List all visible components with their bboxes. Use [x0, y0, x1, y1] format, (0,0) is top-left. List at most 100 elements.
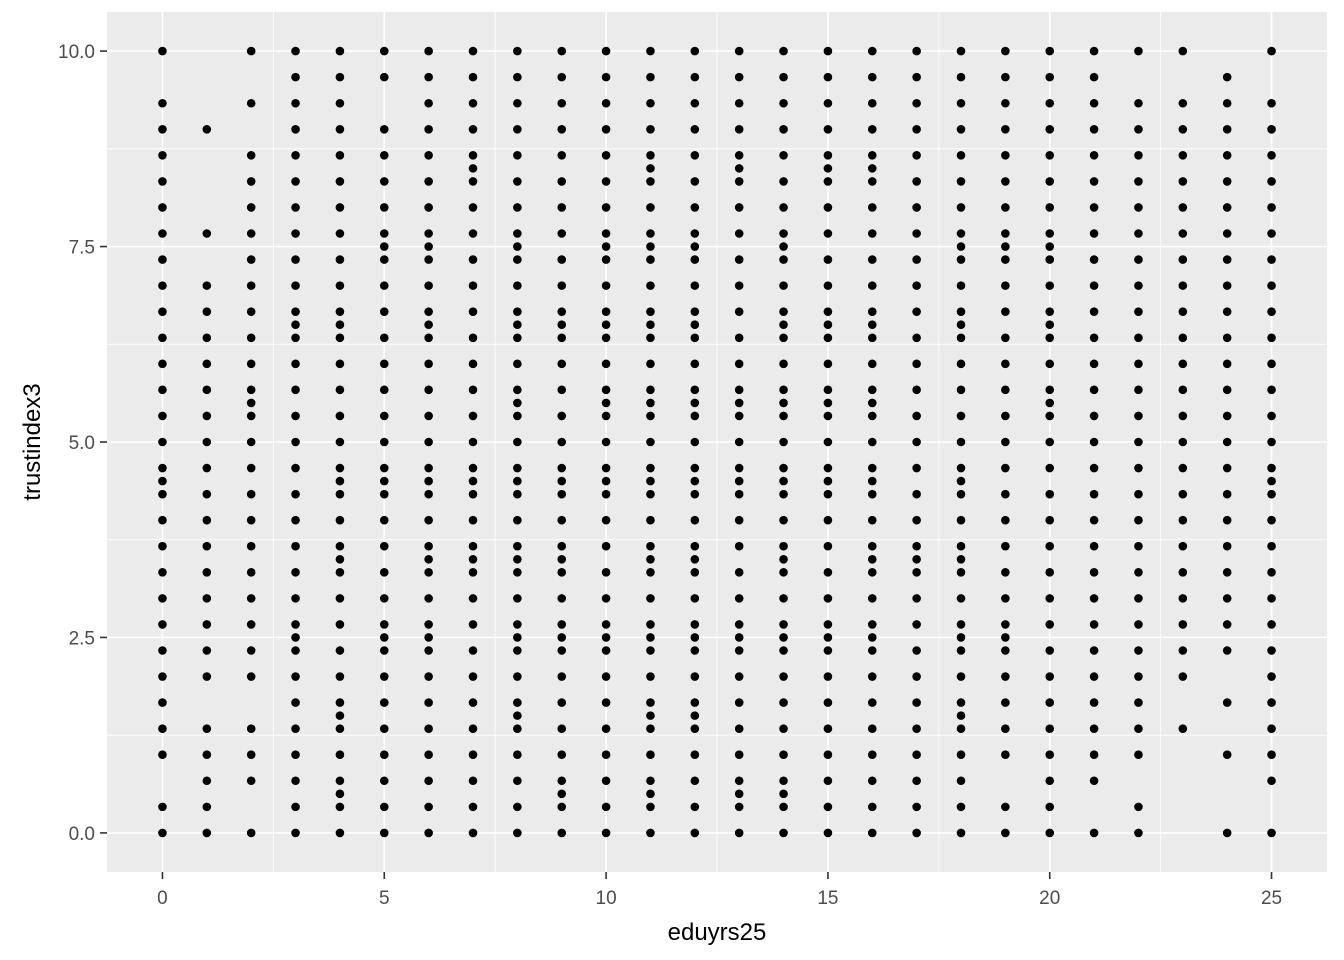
data-point: [779, 594, 788, 603]
data-point: [779, 359, 788, 369]
data-point: [646, 554, 655, 564]
x-tick-label: 0: [157, 888, 168, 909]
data-point: [867, 281, 877, 290]
data-point: [1222, 124, 1232, 134]
data-point: [468, 98, 478, 108]
data-point: [867, 672, 877, 681]
data-point: [956, 802, 966, 812]
data-point: [690, 672, 700, 681]
data-point: [734, 333, 744, 343]
data-point: [912, 802, 921, 812]
data-point: [779, 151, 788, 160]
data-point: [1222, 594, 1232, 603]
data-point: [1089, 698, 1099, 707]
data-point: [690, 385, 700, 395]
data-point: [956, 672, 966, 681]
data-point: [646, 177, 655, 186]
data-point: [912, 776, 921, 786]
data-point: [646, 229, 655, 238]
data-point: [291, 151, 300, 160]
data-point: [202, 646, 212, 655]
data-point: [158, 463, 167, 473]
data-point: [513, 633, 522, 642]
data-point: [379, 281, 389, 290]
data-point: [1134, 203, 1143, 212]
data-point: [646, 489, 655, 499]
data-point: [557, 802, 567, 812]
data-point: [1178, 568, 1188, 577]
data-point: [424, 411, 433, 421]
data-point: [1045, 307, 1055, 316]
data-point: [291, 437, 300, 447]
data-point: [646, 515, 655, 525]
data-point: [1089, 203, 1099, 212]
data-point: [513, 489, 522, 499]
data-point: [779, 476, 788, 486]
y-axis-title: trustindex3: [19, 383, 46, 500]
data-point: [601, 489, 611, 499]
x-axis-ticks: 0 5 10 15 20 25: [157, 872, 1282, 909]
data-point: [690, 333, 700, 343]
data-point: [1267, 594, 1276, 603]
data-point: [1178, 620, 1188, 629]
data-point: [690, 476, 700, 486]
data-point: [335, 724, 345, 733]
x-tick-label: 15: [817, 888, 838, 909]
data-point: [690, 398, 700, 408]
data-point: [291, 568, 300, 577]
data-point: [867, 476, 877, 486]
data-point: [1045, 242, 1055, 251]
data-point: [601, 646, 611, 655]
data-point: [690, 255, 700, 264]
data-point: [690, 724, 700, 733]
data-point: [956, 281, 966, 290]
data-point: [557, 437, 567, 447]
data-point: [1134, 594, 1143, 603]
data-point: [867, 98, 877, 108]
data-point: [1134, 333, 1143, 343]
data-point: [690, 489, 700, 499]
data-point: [779, 46, 788, 56]
data-point: [1222, 385, 1232, 395]
data-point: [867, 750, 877, 760]
data-point: [335, 515, 345, 525]
data-point: [734, 802, 744, 812]
data-point: [646, 359, 655, 369]
data-point: [513, 46, 522, 56]
data-point: [690, 46, 700, 56]
data-point: [424, 620, 433, 629]
data-point: [1134, 307, 1143, 316]
data-point: [779, 724, 788, 733]
data-point: [690, 72, 700, 82]
data-point: [335, 72, 345, 82]
data-point: [734, 750, 744, 760]
data-point: [690, 828, 700, 838]
data-point: [424, 203, 433, 212]
data-point: [379, 124, 389, 134]
data-point: [690, 307, 700, 316]
data-point: [912, 541, 921, 551]
data-point: [867, 646, 877, 655]
data-point: [557, 124, 567, 134]
data-point: [513, 385, 522, 395]
data-point: [335, 698, 345, 707]
data-point: [823, 541, 833, 551]
data-point: [734, 463, 744, 473]
data-point: [1089, 307, 1099, 316]
data-point: [601, 463, 611, 473]
data-point: [779, 203, 788, 212]
data-point: [601, 411, 611, 421]
data-point: [779, 515, 788, 525]
data-point: [1178, 646, 1188, 655]
data-point: [867, 554, 877, 564]
data-point: [956, 463, 966, 473]
data-point: [1045, 594, 1055, 603]
data-point: [646, 255, 655, 264]
data-point: [690, 620, 700, 629]
data-point: [335, 437, 345, 447]
data-point: [468, 646, 478, 655]
data-point: [202, 672, 212, 681]
data-point: [912, 594, 921, 603]
x-tick-label: 20: [1039, 888, 1060, 909]
data-point: [956, 594, 966, 603]
